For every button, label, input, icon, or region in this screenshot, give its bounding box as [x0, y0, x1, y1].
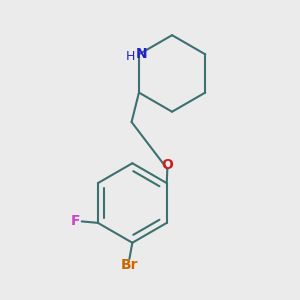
Text: O: O — [161, 158, 173, 172]
Text: H: H — [126, 50, 135, 63]
Text: F: F — [70, 214, 80, 228]
Text: Br: Br — [121, 258, 138, 272]
Text: N: N — [136, 47, 148, 61]
